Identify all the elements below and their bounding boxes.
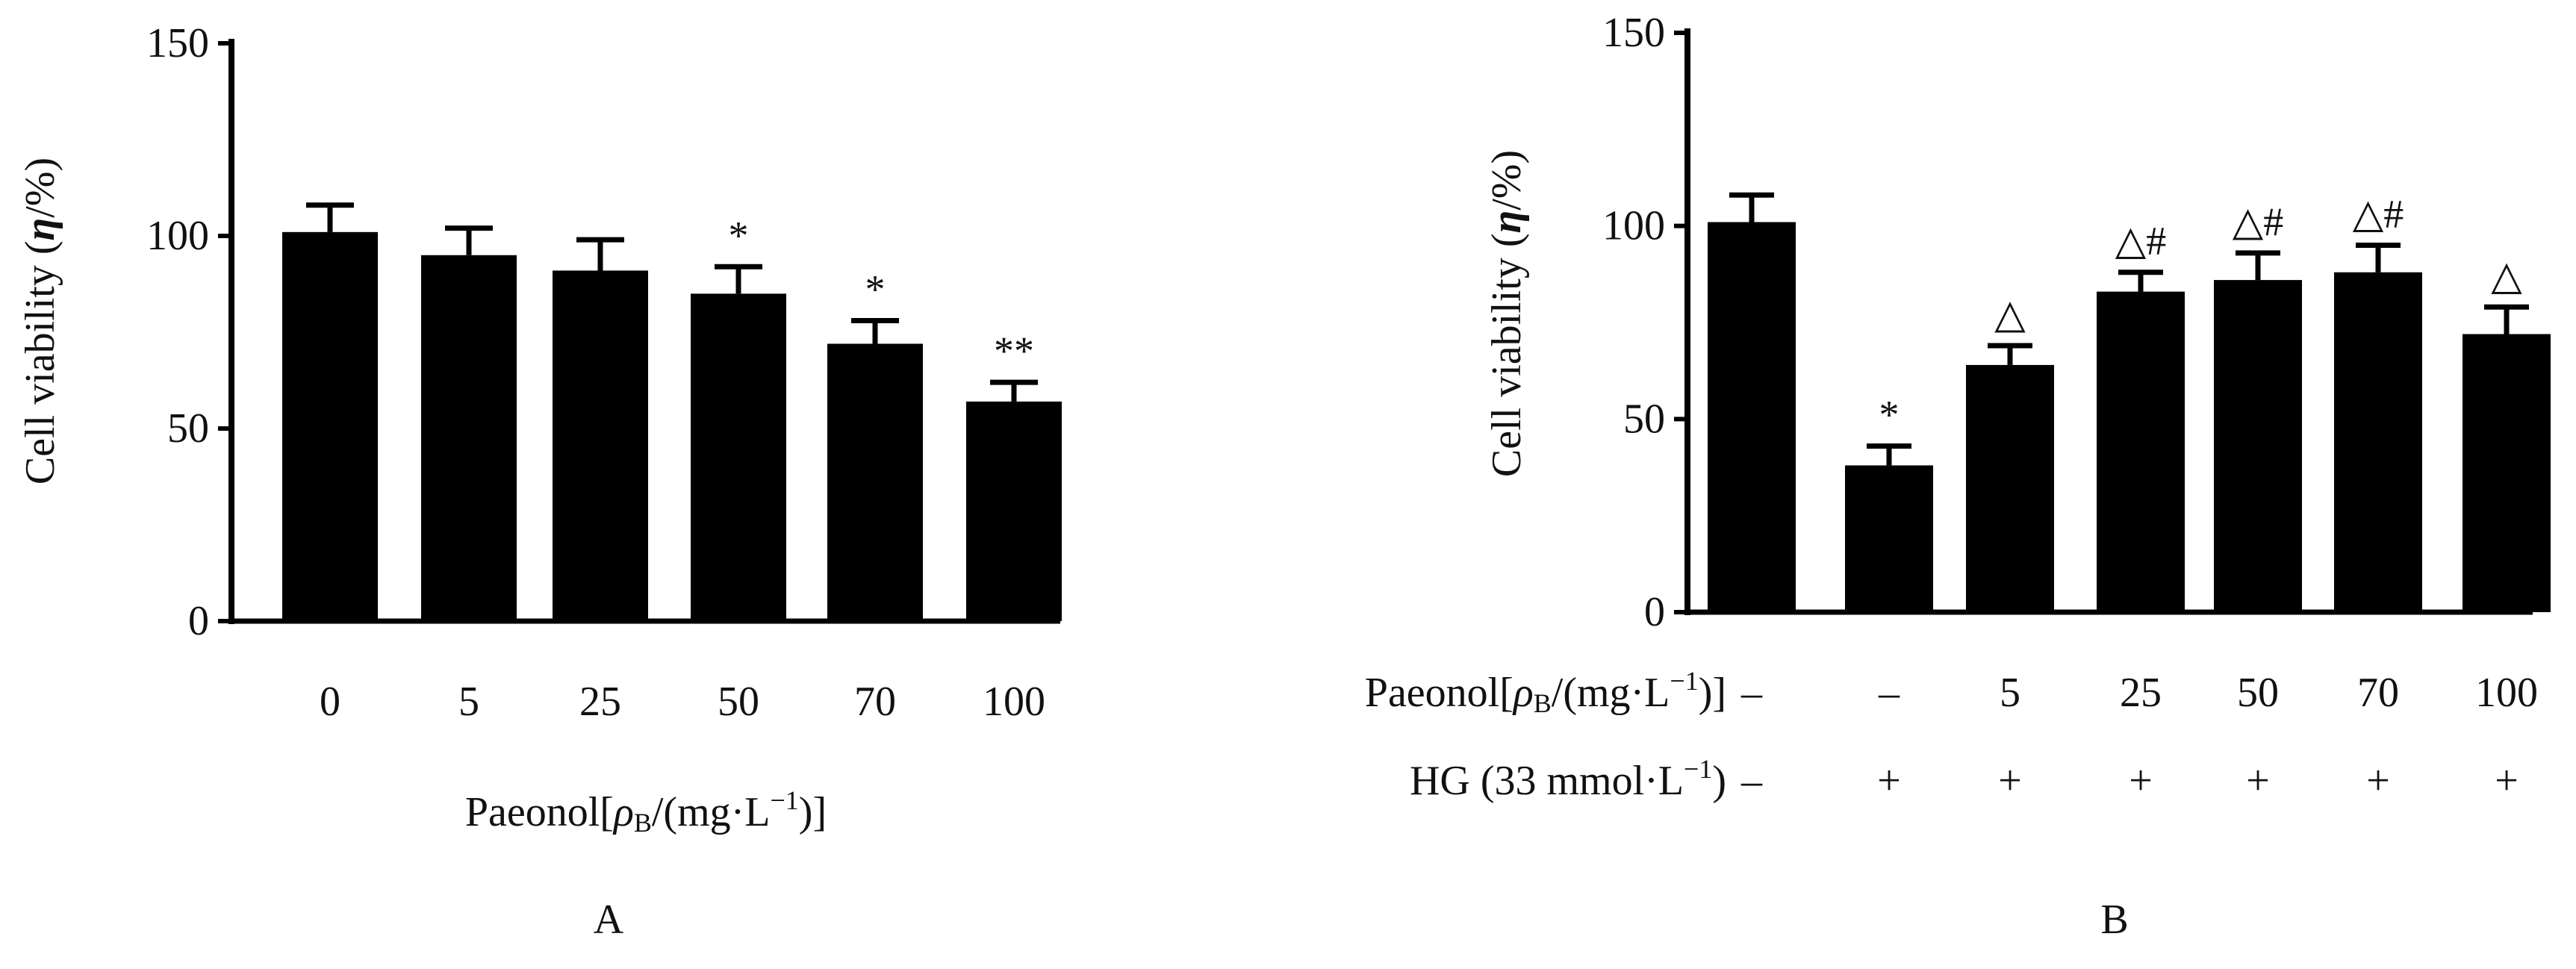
significance-marker: △# bbox=[2233, 199, 2284, 244]
panel-b-bars bbox=[1708, 222, 2551, 612]
significance-marker: * bbox=[1879, 393, 1900, 437]
panel-a-label: A bbox=[594, 897, 624, 943]
paeonol-dose-label: 5 bbox=[2000, 670, 2020, 716]
x-tick-label: 25 bbox=[579, 679, 621, 725]
bar bbox=[2463, 334, 2551, 612]
x-tick-label: 0 bbox=[320, 679, 340, 725]
panel-b-y-axis-label: Cell viability (η/%) bbox=[1484, 150, 1530, 477]
bar bbox=[553, 270, 648, 621]
panel-a-y-ticks: 0 50 100 150 bbox=[146, 20, 231, 644]
bar bbox=[827, 343, 923, 621]
hg-status-label: + bbox=[1877, 758, 1901, 804]
significance-marker: △# bbox=[2115, 219, 2167, 264]
paeonol-dose-label: 70 bbox=[2357, 670, 2399, 716]
bar bbox=[2334, 272, 2422, 612]
bar bbox=[421, 255, 517, 621]
y-tick-label: 0 bbox=[1644, 589, 1665, 635]
panel-a-bars bbox=[282, 231, 1062, 622]
y-tick-label: 0 bbox=[188, 598, 209, 644]
x-tick-label: 50 bbox=[718, 679, 759, 725]
hg-status-label: + bbox=[2495, 758, 2519, 804]
hg-status-label: + bbox=[1998, 758, 2022, 804]
paeonol-dose-label: – bbox=[1740, 670, 1763, 716]
paeonol-dose-label: 50 bbox=[2237, 670, 2279, 716]
panel-b-error-bars bbox=[1729, 192, 2529, 466]
panel-b-paeonol-row-label: Paeonol[ρB/(mg·L−1)] bbox=[1365, 666, 1726, 718]
bar bbox=[1966, 364, 2054, 612]
bar bbox=[2214, 280, 2302, 612]
panel-a-error-bars bbox=[306, 202, 1038, 402]
panel-a-annotations: **** bbox=[729, 213, 1035, 373]
y-tick-label: 50 bbox=[167, 405, 209, 452]
significance-marker: * bbox=[729, 213, 749, 258]
hg-status-label: + bbox=[2366, 758, 2390, 804]
panel-b-hg-row: – + + + + + + bbox=[1740, 758, 2519, 804]
y-tick-label: 50 bbox=[1623, 396, 1665, 442]
y-tick-label: 150 bbox=[146, 20, 209, 66]
significance-marker: ** bbox=[994, 328, 1034, 373]
panel-a-y-axis-label: Cell viability (η/%) bbox=[17, 158, 63, 484]
panel-b-chart: 0 50 100 150 * △ △# △# △# △ – – 5 25 50 70 100 – + + + + + +… bbox=[1365, 10, 2551, 943]
significance-marker: △# bbox=[2353, 192, 2404, 237]
bar bbox=[282, 231, 378, 622]
paeonol-dose-label: – bbox=[1878, 670, 1900, 716]
panel-b-hg-row-label: HG (33 mmol·L−1) bbox=[1410, 754, 1726, 804]
y-tick-label: 100 bbox=[1602, 203, 1665, 249]
panel-a-x-tick-labels: 0 5 25 50 70 100 bbox=[320, 679, 1045, 725]
significance-marker: △ bbox=[1994, 292, 2026, 337]
paeonol-dose-label: 100 bbox=[2475, 670, 2538, 716]
y-tick-label: 100 bbox=[146, 213, 209, 259]
paeonol-dose-label: 25 bbox=[2120, 670, 2162, 716]
panel-b-label: B bbox=[2100, 897, 2128, 943]
x-tick-label: 70 bbox=[854, 679, 896, 725]
x-tick-label: 5 bbox=[458, 679, 479, 725]
bar bbox=[2097, 291, 2185, 612]
panel-b-y-ticks: 0 50 100 150 bbox=[1602, 10, 1687, 635]
bar bbox=[1708, 222, 1796, 612]
panel-b-paeonol-row: – – 5 25 50 70 100 bbox=[1740, 670, 2538, 716]
hg-status-label: + bbox=[2246, 758, 2270, 804]
panel-a-x-axis-label: Paeonol[ρB/(mg·L−1)] bbox=[465, 785, 827, 838]
significance-marker: △ bbox=[2491, 253, 2522, 298]
hg-status-label: + bbox=[2129, 758, 2153, 804]
y-tick-label: 150 bbox=[1602, 10, 1665, 56]
x-tick-label: 100 bbox=[983, 679, 1045, 725]
panel-b-annotations: * △ △# △# △# △ bbox=[1879, 192, 2523, 437]
hg-status-label: – bbox=[1740, 758, 1763, 804]
bar bbox=[1845, 465, 1933, 612]
bar bbox=[966, 401, 1062, 621]
significance-marker: * bbox=[865, 267, 886, 312]
bar bbox=[691, 293, 786, 621]
